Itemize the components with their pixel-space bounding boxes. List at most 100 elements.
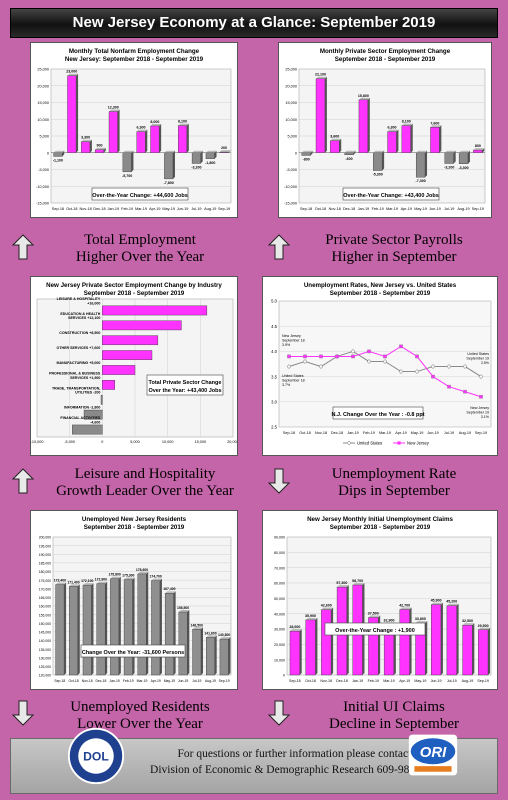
y-tick-label: 25,000 (285, 68, 297, 72)
chart-title: Unemployed New Jersey Residents (82, 516, 187, 523)
bar-value-label: 172,400 (54, 579, 66, 583)
x-tick-label: Sep-19 (477, 679, 489, 683)
caption-unemployment-rate: Unemployment Rate Dips in September (331, 466, 457, 499)
bar-top (401, 123, 413, 126)
footer-division-line: Division of Economic & Demographic Resea… (150, 764, 442, 776)
callout-label: 3.5% (481, 361, 490, 365)
bar (305, 619, 316, 676)
bar-side (453, 150, 456, 164)
series-marker (287, 354, 291, 359)
series-marker (414, 369, 420, 374)
bar-top (165, 591, 176, 594)
caption-leisure-hospitality: Leisure and Hospitality Growth Leader Ove… (56, 466, 234, 499)
chart-subtitle: September 2018 - September 2019 (84, 290, 185, 297)
bar-top (387, 129, 399, 132)
y-tick-label: 3.0 (271, 400, 277, 405)
series-marker (319, 354, 323, 359)
y-tick-label: 145,000 (39, 631, 51, 635)
series-marker (463, 389, 467, 394)
bar (191, 152, 201, 164)
category-label: LEISURE & HOSPITALITY (57, 297, 101, 301)
y-tick-label: -5,000 (38, 168, 49, 172)
y-tick-label: 180,000 (39, 570, 51, 574)
series-marker (462, 364, 468, 369)
bar (53, 152, 63, 157)
bar-value-label: -7,300 (416, 179, 426, 183)
bar-value-label: 3,600 (330, 135, 339, 139)
bar-side (64, 582, 67, 675)
bar (178, 611, 188, 676)
bar-side (425, 621, 428, 675)
bar-top (205, 150, 217, 153)
legend-label: New Jersey (407, 441, 430, 446)
series-marker (478, 374, 484, 379)
bar-top (219, 150, 231, 153)
total-employment-chart: Monthly Total Nonfarm Employment Change N… (30, 42, 238, 218)
y-tick-label: 15,000 (37, 101, 49, 105)
y-tick-label: -5,000 (286, 168, 297, 172)
bar (368, 617, 379, 676)
bar-side (310, 150, 313, 156)
x-tick-label: Sep-18 (52, 207, 64, 211)
down-arrow-icon (268, 468, 290, 494)
series-marker (398, 369, 404, 374)
caption-initial-claims: Initial UI Claims Decline in September (329, 699, 459, 732)
y-tick-label: 20,000 (274, 643, 285, 647)
bar-side (439, 125, 442, 153)
bar-value-label: -5,700 (122, 174, 132, 178)
bar-top (219, 637, 231, 640)
bar (82, 584, 92, 676)
bar-value-label: 32,900 (384, 619, 395, 623)
bar-top (150, 123, 162, 126)
bar (387, 131, 397, 153)
x-tick-label: Sep-19 (219, 679, 230, 683)
chart-title: Monthly Private Sector Employment Change (320, 48, 451, 55)
x-tick-label: May-19 (414, 207, 427, 211)
caption-total-employment: Total Employment Higher Over the Year (75, 232, 205, 265)
y-tick-label: 5.0 (271, 299, 277, 304)
bar (96, 583, 106, 676)
bar-value-label: -3,200 (444, 165, 454, 169)
bar (108, 111, 118, 153)
x-tick-label: Nov-18 (329, 207, 341, 211)
category-label: OTHER SERVICES +7,600 (57, 346, 101, 350)
bar (178, 125, 188, 153)
x-tick-label: Jun-19 (427, 431, 439, 435)
bar (136, 131, 146, 153)
bar-top (430, 125, 442, 128)
x-tick-label: Jan-19 (109, 679, 119, 683)
x-tick-label: May-19 (164, 679, 175, 683)
x-tick-label: Oct-18 (66, 207, 77, 211)
bar-side (187, 610, 190, 675)
x-tick-label: Nov-18 (320, 679, 332, 683)
chart-annotation-box (324, 622, 426, 636)
callout-label: September 18 (282, 379, 305, 383)
y-tick-label: 10,000 (37, 118, 49, 122)
y-tick-label: 4.0 (271, 349, 277, 354)
chart-subtitle: September 2018 - September 2019 (330, 524, 431, 531)
bar-value-label: 175,300 (122, 574, 134, 578)
down-arrow-icon (268, 700, 290, 726)
bar-value-label: 171,400 (67, 580, 79, 584)
bar-side (89, 139, 92, 153)
bar-side (186, 123, 189, 153)
x-tick-label: Jul-19 (447, 679, 457, 683)
y-tick-label: 80,000 (274, 551, 285, 555)
category-label: MANUFACTURING +5,000 (56, 361, 100, 365)
bar-side (146, 571, 149, 675)
y-tick-label: -10,000 (284, 185, 297, 189)
x-tick-label: -10,000 (31, 440, 43, 444)
bar-top (431, 602, 443, 605)
x-tick-label: Mar-19 (386, 207, 398, 211)
y-tick-label: 40,000 (274, 612, 285, 616)
chart-title: Monthly Total Nonfarm Employment Change (69, 48, 200, 55)
x-tick-label: Dec-18 (95, 679, 106, 683)
series-marker (383, 354, 387, 359)
x-tick-label: Apr-19 (399, 679, 410, 683)
y-tick-label: 160,000 (39, 605, 51, 609)
bar-value-label: -1,100 (53, 158, 63, 162)
chart-subtitle: September 2018 - September 2019 (84, 524, 185, 531)
x-tick-label: Apr-19 (401, 207, 412, 211)
x-tick-label: Apr-19 (395, 431, 406, 435)
x-tick-label: Sep-18 (283, 431, 295, 435)
